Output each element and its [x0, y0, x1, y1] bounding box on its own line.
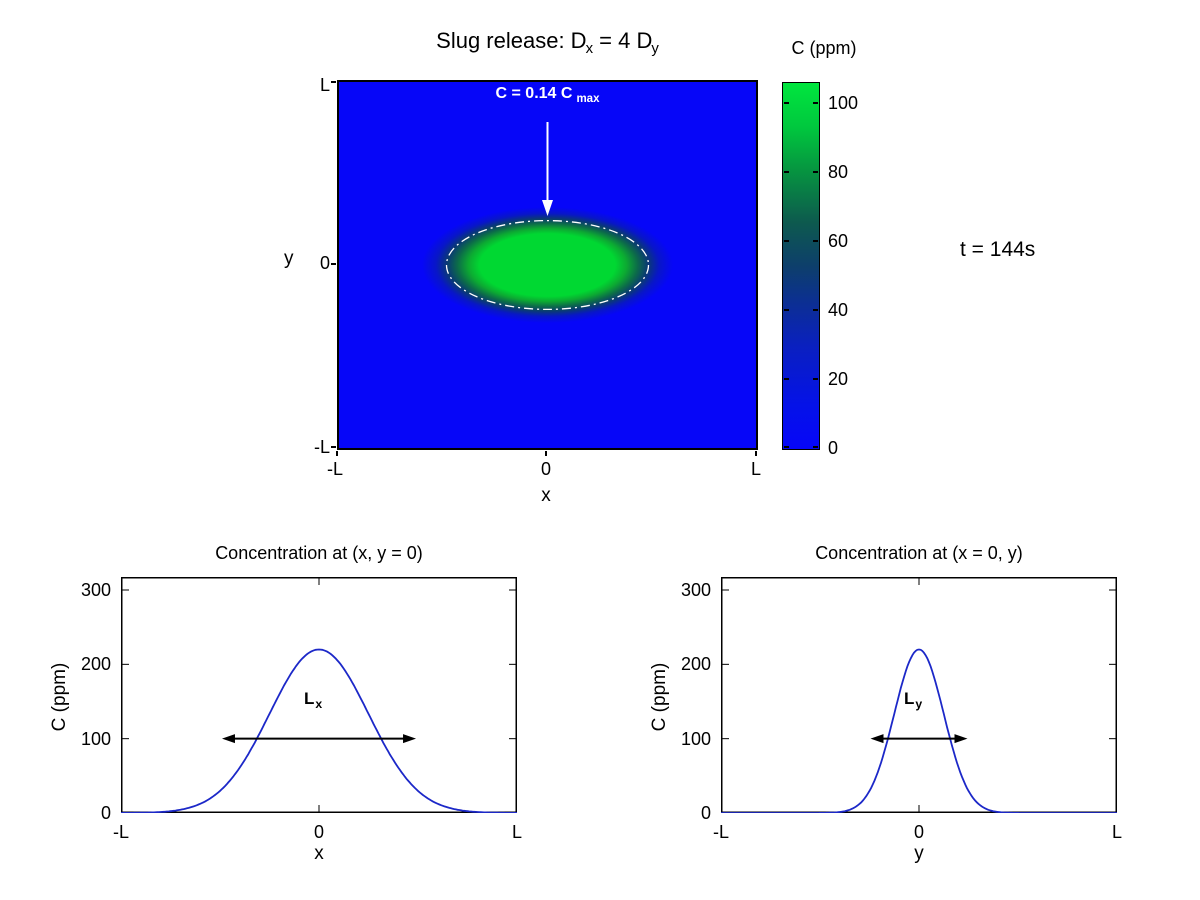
colorbar-tick-mark: [784, 378, 789, 380]
colorbar-gradient: [782, 82, 820, 450]
plot-border: [121, 577, 517, 813]
colorbar-tick-mark: [784, 446, 789, 448]
heatmap-ytick-zero: 0: [319, 253, 330, 273]
x-tick-label: 0: [313, 822, 324, 842]
colorbar: 0 20 40 60 80 100: [782, 82, 858, 458]
x-tick-label: 0: [913, 822, 924, 842]
colorbar-tick-mark: [784, 102, 789, 104]
annotation-text: C = 0.14 C: [495, 85, 573, 102]
width-label-text: L: [304, 689, 315, 708]
x-tick-label: -L: [112, 822, 129, 842]
colorbar-tick-mark: [784, 309, 789, 311]
colorbar-tick-mark: [813, 102, 818, 104]
x-tick-mark: [545, 451, 547, 456]
colorbar-tick-mark: [813, 171, 818, 173]
colorbar-tick-mark: [813, 240, 818, 242]
width-arrow-head-right: [954, 734, 968, 744]
colorbar-tick-mark: [813, 446, 818, 448]
colorbar-tick-mark: [784, 171, 789, 173]
title-subscript-x: x: [585, 40, 594, 58]
colorbar-tick-label: 20: [828, 369, 849, 389]
width-label-subscript: y: [915, 697, 923, 712]
y-tick-label: 100: [680, 728, 711, 749]
title-text: Slug release: D: [436, 28, 587, 53]
y-tick-mark: [331, 446, 336, 448]
colorbar-tick-label: 40: [828, 300, 849, 320]
x-tick-label: L: [1111, 822, 1122, 842]
y-tick-label: 300: [680, 580, 711, 600]
y-tick-label: 300: [80, 580, 111, 600]
title-text: = 4 D: [593, 28, 653, 53]
width-label-subscript: x: [315, 697, 323, 712]
x-tick-label: L: [511, 822, 522, 842]
plot-border: [721, 577, 1117, 813]
concentration-blob: [422, 207, 673, 323]
width-label-text: L: [904, 689, 915, 708]
colorbar-tick-mark: [813, 309, 818, 311]
y-tick-label: 0: [700, 803, 711, 823]
colorbar-tick-mark: [813, 378, 818, 380]
heatmap-overlay: [337, 80, 758, 450]
heatmap-xtick-right: L: [750, 459, 761, 479]
heatmap-ytick-top: L: [319, 75, 330, 95]
width-arrow-head-left: [870, 734, 884, 744]
heatmap-ylabel: y: [284, 248, 294, 269]
main-plot-title: Slug release: Dx = 4 Dy: [287, 28, 808, 57]
plot-x-xlabel: x: [314, 843, 324, 864]
colorbar-tick-label: 80: [828, 162, 849, 182]
colorbar-tick-label: 60: [828, 231, 849, 251]
line-plot-y-profile: Ly y -L 0 L 0 100 200 300: [681, 577, 1122, 864]
annotation-arrow-head: [542, 200, 553, 216]
width-label-Lx: Lx: [304, 689, 322, 711]
x-tick-mark: [336, 451, 338, 456]
line-plot-x-profile: Lx x -L 0 L 0 100 200 300: [81, 577, 522, 864]
y-tick-label: 0: [100, 803, 111, 823]
y-tick-label: 200: [80, 654, 111, 675]
colorbar-tick-label: 0: [828, 438, 839, 458]
heatmap-border: [337, 80, 758, 450]
concentration-curve: [121, 648, 517, 814]
contour-ellipse-014cmax: [445, 219, 650, 311]
heatmap-xtick-zero: 0: [540, 459, 551, 479]
title-subscript-y: y: [651, 40, 659, 58]
concentration-curve: [721, 648, 1117, 814]
x-tick-mark: [755, 451, 757, 456]
colorbar-tick-label: 100: [828, 93, 859, 113]
plot-y-xlabel: y: [914, 843, 924, 864]
width-label-Ly: Ly: [904, 689, 922, 711]
annotation-subscript: max: [576, 93, 600, 106]
heatmap-xlabel: x: [541, 485, 551, 506]
y-tick-mark: [331, 81, 336, 83]
y-tick-label: 100: [80, 728, 111, 749]
colorbar-title: C (ppm): [791, 38, 857, 58]
heatmap-ytick-bottom: -L: [313, 437, 330, 457]
width-arrow-head-right: [403, 734, 417, 744]
colorbar-tick-mark: [784, 240, 789, 242]
y-tick-label: 200: [680, 654, 711, 675]
plot-y-title: Concentration at (x = 0, y): [815, 543, 1023, 563]
plot-x-title: Concentration at (x, y = 0): [215, 543, 423, 563]
x-tick-label: -L: [712, 822, 729, 842]
width-arrow-head-left: [221, 734, 235, 744]
y-tick-mark: [331, 263, 336, 265]
time-label: t = 144s: [960, 238, 1036, 261]
heatmap-xtick-left: -L: [326, 459, 343, 479]
